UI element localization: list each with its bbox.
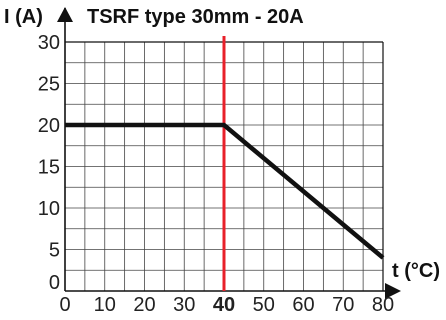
x-tick-label: 20 bbox=[133, 294, 155, 316]
x-axis-arrow-icon bbox=[385, 283, 401, 299]
x-tick-label: 0 bbox=[59, 294, 70, 316]
x-tick-label: 40 bbox=[213, 294, 235, 316]
y-tick-label: 5 bbox=[49, 240, 60, 262]
y-tick-label: 10 bbox=[38, 198, 60, 220]
chart-title: TSRF type 30mm - 20A bbox=[87, 6, 304, 28]
y-tick-label: 25 bbox=[38, 74, 60, 96]
x-tick-label: 50 bbox=[253, 294, 275, 316]
x-tick-label: 60 bbox=[292, 294, 314, 316]
x-tick-label: 10 bbox=[94, 294, 116, 316]
y-axis-arrow-icon bbox=[57, 7, 73, 22]
tick-labels: 0 10 20 30 40 50 60 70 80 0 5 10 15 20 25 30 bbox=[38, 32, 394, 316]
axes bbox=[57, 7, 401, 299]
y-tick-label: 15 bbox=[38, 157, 60, 179]
x-axis-label: t (°C) bbox=[392, 260, 440, 282]
series-layer bbox=[65, 36, 385, 291]
x-tick-label: 80 bbox=[372, 294, 394, 316]
y-tick-label: 20 bbox=[38, 115, 60, 137]
y-axis-label: I (A) bbox=[4, 6, 43, 28]
y-tick-label: 30 bbox=[38, 32, 60, 54]
x-tick-label: 70 bbox=[332, 294, 354, 316]
y-tick-label: 0 bbox=[49, 272, 60, 294]
x-tick-label: 30 bbox=[173, 294, 195, 316]
series-line bbox=[65, 122, 385, 260]
